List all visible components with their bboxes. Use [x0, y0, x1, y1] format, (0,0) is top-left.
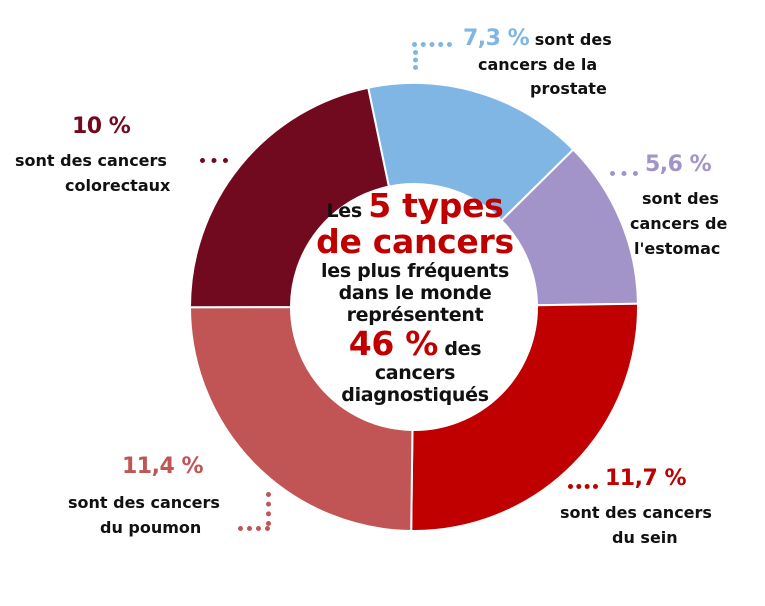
label-text: sont des	[534, 30, 612, 49]
title-les: Les	[326, 200, 362, 222]
title-des: des	[444, 338, 482, 360]
donut-slice-colorectaux	[188, 86, 391, 309]
donut-slice-poumon	[188, 306, 414, 532]
title-line: dans le monde	[338, 282, 492, 304]
leader-line-colorectaux	[200, 158, 228, 163]
label-text: du poumon	[100, 518, 202, 537]
label-text: sont des	[642, 189, 719, 208]
center-title: Les 5 types de cancers les plus fréquent…	[290, 186, 540, 407]
label-prostate: 7,3 % sont des	[463, 26, 612, 52]
title-5-types: 5 types	[368, 186, 504, 225]
leader-line-prostate	[413, 50, 418, 70]
data-label-colorectaux: 10 %	[72, 114, 131, 139]
donut-slice-sein	[410, 302, 639, 532]
label-text: colorectaux	[65, 176, 171, 195]
leader-line-sein	[568, 484, 598, 489]
label-text: sont des cancers	[560, 503, 712, 522]
label-text: sont des cancers	[15, 151, 167, 170]
label-text: cancers de la	[478, 55, 598, 74]
data-label-prostate: 7,3 %	[463, 26, 530, 51]
label-text: prostate	[530, 79, 607, 98]
leader-line-estomac	[610, 171, 638, 176]
title-total-pct: 46 %	[348, 324, 439, 363]
data-label-poumon: 11,4 %	[122, 454, 203, 479]
title-line: représentent	[346, 304, 484, 326]
data-label-sein: 11,7 %	[605, 466, 686, 491]
label-text: cancers de	[630, 214, 728, 233]
leader-line-prostate	[412, 42, 452, 47]
title-line: cancers	[374, 362, 456, 384]
label-text: du sein	[612, 528, 678, 547]
title-line: diagnostiqués	[341, 384, 489, 406]
data-label-estomac: 5,6 %	[645, 152, 712, 177]
title-line: les plus fréquents	[321, 260, 509, 282]
title-de-cancers: de cancers	[316, 222, 514, 261]
leader-line-poumon	[266, 492, 271, 526]
leader-line-poumon	[238, 526, 270, 531]
label-text: l'estomac	[634, 239, 721, 258]
label-text: sont des cancers	[68, 493, 220, 512]
